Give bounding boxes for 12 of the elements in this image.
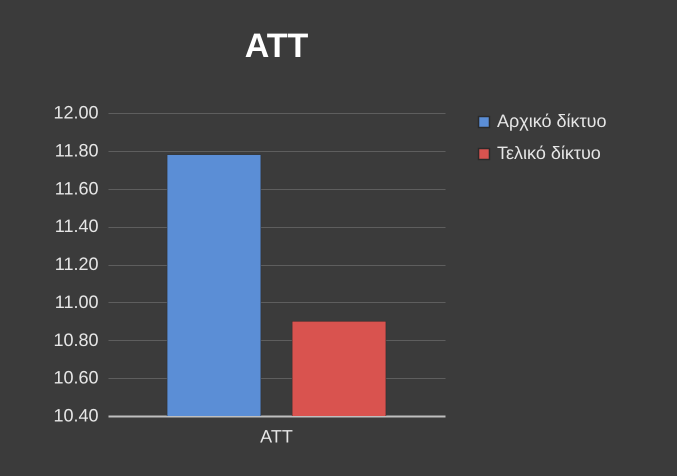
y-tick-label: 10.40 — [53, 406, 98, 426]
y-tick-label: 11.40 — [54, 216, 98, 236]
y-tick-label: 11.80 — [54, 140, 98, 160]
y-tick-label: 10.80 — [53, 330, 98, 350]
y-tick-label: 11.20 — [54, 254, 98, 274]
legend-label: Τελικό δίκτυο — [497, 143, 601, 163]
y-tick-label: 11.60 — [54, 178, 98, 198]
y-tick-label: 10.60 — [53, 368, 98, 388]
y-tick-label: 11.00 — [54, 292, 98, 312]
y-tick-label: 12.00 — [53, 102, 98, 122]
text: ATT — [260, 426, 293, 446]
legend-label: Αρχικό δίκτυο — [497, 111, 606, 131]
